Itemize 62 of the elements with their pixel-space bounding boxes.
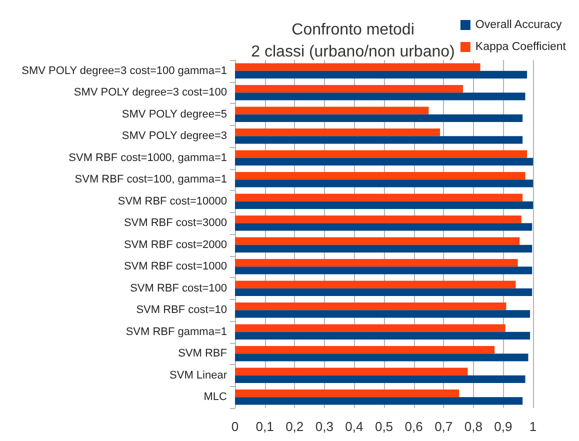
- y-tick-label: SVM RBF cost=2000: [124, 238, 227, 251]
- bar: [235, 128, 440, 136]
- bar: [235, 92, 526, 100]
- bar: [235, 85, 463, 93]
- bar: [235, 237, 520, 245]
- bar: [235, 114, 523, 122]
- bar: [235, 216, 522, 224]
- bar: [235, 280, 516, 288]
- y-tick-label: SVM RBF cost=100: [130, 282, 227, 294]
- bar: [235, 288, 532, 296]
- y-tick-label: SVM RBF cost=1000: [124, 260, 227, 273]
- bar: [235, 136, 523, 144]
- bar: [235, 194, 523, 202]
- y-tick-label: SVM RBF: [178, 348, 228, 360]
- y-tick-label: SVM RBF cost=1000, gamma=1: [68, 152, 227, 164]
- bar: [235, 172, 526, 180]
- y-tick-label: SVM RBF cost=10: [136, 304, 227, 316]
- bar: [235, 354, 528, 362]
- x-tick-label: 0,6: [404, 419, 423, 434]
- bar: [235, 63, 480, 71]
- bar: [235, 368, 468, 376]
- x-tick-label: 0,7: [434, 419, 453, 434]
- bar: [235, 201, 533, 209]
- bar: [235, 106, 429, 114]
- bar: [235, 158, 533, 166]
- x-tick-label: 0,8: [464, 419, 482, 434]
- bar: [235, 324, 506, 332]
- y-tick-label: SVM RBF cost=10000: [118, 195, 227, 208]
- y-tick-label: SVM RBF cost=3000: [124, 217, 227, 230]
- bar: [235, 266, 532, 274]
- y-tick-label: SMV POLY degree=3 cost=100: [74, 86, 227, 99]
- bar: [235, 310, 530, 318]
- x-tick-label: 0,4: [345, 419, 364, 434]
- bar: [235, 244, 532, 252]
- y-tick-label: SVM Linear: [170, 369, 228, 382]
- bar: [235, 180, 533, 188]
- y-tick-label: SVM RBF gamma=1: [126, 326, 227, 338]
- x-tick-label: 1: [529, 419, 537, 434]
- bar: [235, 375, 526, 383]
- x-tick-label: 0: [231, 419, 239, 434]
- y-tick-label: SVM RBF cost=100, gamma=1: [74, 174, 227, 186]
- x-tick-label: 0,1: [256, 419, 274, 434]
- chart-title: Confronto metodi 2 classi (urbano/non urbano): [251, 22, 455, 60]
- y-tick-label: SMV POLY degree=3: [122, 130, 227, 142]
- x-tick-label: 0,3: [315, 419, 334, 434]
- y-tick-label: SMV POLY degree=5: [122, 108, 227, 120]
- y-tick-label: MLC: [204, 391, 228, 404]
- bar: [235, 223, 532, 231]
- x-tick-label: 0,2: [286, 419, 304, 434]
- bar: [235, 70, 528, 78]
- legend-label: Overall Accuracy: [475, 19, 562, 31]
- x-tick-label: 0,9: [494, 419, 512, 434]
- bar: [235, 259, 518, 267]
- bar: [235, 150, 528, 158]
- bar: [235, 346, 495, 354]
- bar: [235, 390, 460, 398]
- bar: [235, 302, 506, 310]
- x-tick-label: 0,5: [374, 419, 394, 434]
- legend-label: Kappa Coefficient: [475, 41, 567, 53]
- y-tick-label: SMV POLY degree=3 cost=100 gamma=1: [22, 64, 227, 77]
- bar: [235, 332, 530, 340]
- bar: [235, 397, 523, 405]
